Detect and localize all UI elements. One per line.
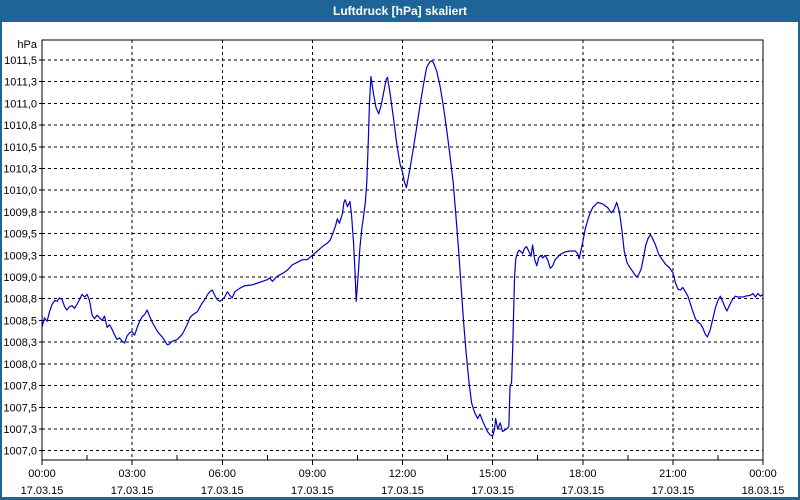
y-tick-label: 1010,0: [3, 185, 37, 197]
y-tick-label: 1007,5: [3, 402, 37, 414]
window-title: Luftdruck [hPa] skaliert: [332, 4, 468, 18]
x-tick-date-label: 17.03.15: [21, 485, 64, 497]
x-tick-time-label: 21:00: [659, 468, 687, 480]
plot-border: [41, 39, 764, 461]
y-tick-label: 1008,5: [3, 315, 37, 327]
y-tick-label: 1009,8: [3, 207, 37, 219]
y-tick-label: 1010,8: [3, 120, 37, 132]
y-tick-label: 1011,0: [4, 98, 37, 110]
y-tick-label: 1011,3: [4, 77, 37, 89]
title-bar: Luftdruck [hPa] skaliert: [0, 0, 800, 22]
y-tick-label: 1008,0: [3, 359, 37, 371]
y-tick-label: 1010,3: [3, 164, 37, 176]
x-tick-time-label: 06:00: [208, 468, 236, 480]
x-tick-date-label: 17.03.15: [651, 485, 694, 497]
y-tick-label: 1009,0: [3, 272, 37, 284]
y-tick-label: 1009,3: [3, 250, 37, 262]
x-tick-date-label: 17.03.15: [561, 485, 604, 497]
y-tick-label: 1011,5: [4, 55, 37, 67]
x-tick-time-label: 15:00: [479, 468, 507, 480]
y-tick-label: 1007,3: [3, 424, 37, 436]
x-tick-time-label: 09:00: [299, 468, 327, 480]
x-tick-date-label: 17.03.15: [471, 485, 514, 497]
x-tick-time-label: 00:00: [749, 468, 777, 480]
x-tick-date-label: 17.03.15: [201, 485, 244, 497]
y-tick-label: 1008,3: [3, 337, 37, 349]
pressure-line-chart: 1011,5 1011,3 1011,0 1010,8 1010,5 1010,3 1010…: [3, 39, 785, 497]
x-tick-date-label: 17.03.15: [381, 485, 424, 497]
x-tick-date-label: 17.03.15: [111, 485, 154, 497]
y-tick-label: 1010,5: [3, 142, 37, 154]
y-tick-label: 1007,8: [3, 381, 37, 393]
x-tick-date-label: 17.03.15: [291, 485, 334, 497]
x-tick-time-label: 18:00: [569, 468, 597, 480]
y-tick-label: 1007,0: [3, 446, 37, 458]
x-tick-time-label: 03:00: [118, 468, 146, 480]
x-tick-time-label: 00:00: [28, 468, 56, 480]
chart-area: 1011,5 1011,3 1011,0 1010,8 1010,5 1010,3 1010…: [2, 22, 798, 497]
y-tick-label: 1009,5: [3, 229, 37, 241]
y-tick-label: 1008,8: [3, 294, 37, 306]
pressure-series-line: [41, 60, 764, 437]
y-axis-unit-label: hPa: [17, 39, 37, 51]
x-tick-time-label: 12:00: [389, 468, 417, 480]
x-tick-date-label: 18.03.15: [742, 485, 785, 497]
